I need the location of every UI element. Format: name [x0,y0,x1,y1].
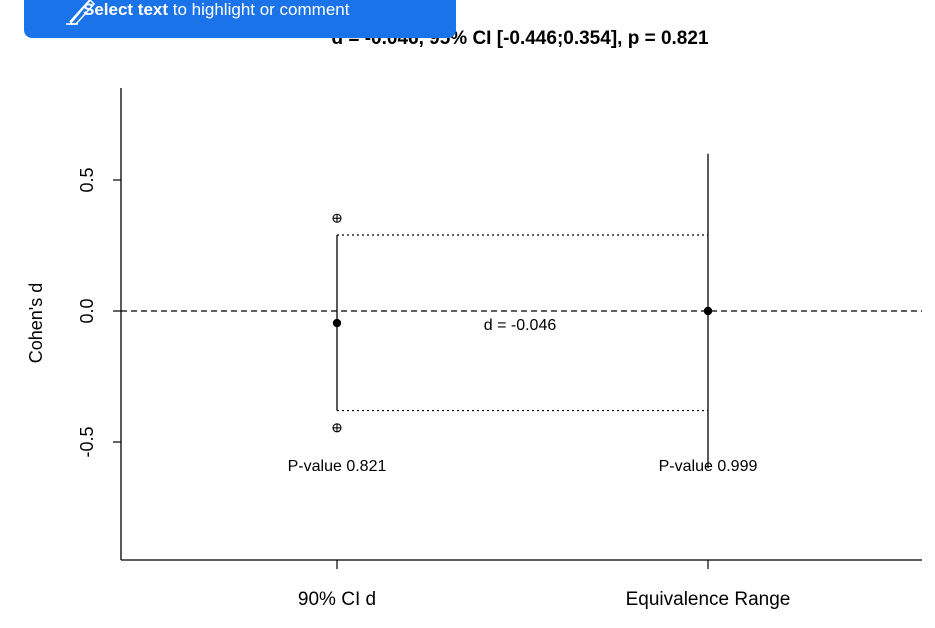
pvalue-label-ci: P-value 0.821 [288,458,387,475]
highlight-banner[interactable]: Select text to highlight or comment [24,0,456,38]
y-tick-label: 0.0 [77,298,97,323]
highlighter-pen-icon [66,0,96,25]
banner-rest-text: to highlight or comment [168,0,350,19]
x-tick-label: Equivalence Range [626,589,791,610]
equivalence-point [703,306,713,316]
y-tick-label: 0.5 [77,167,97,192]
y-axis-label: Cohen's d [26,283,46,364]
x-tick-label: 90% CI d [298,589,376,610]
y-tick-label: -0.5 [77,426,97,457]
estimate-label: d = -0.046 [484,317,557,334]
banner-bold-text: Select text [83,0,169,19]
pvalue-label-equivalence: P-value 0.999 [659,458,758,475]
ci90-point [332,318,342,328]
